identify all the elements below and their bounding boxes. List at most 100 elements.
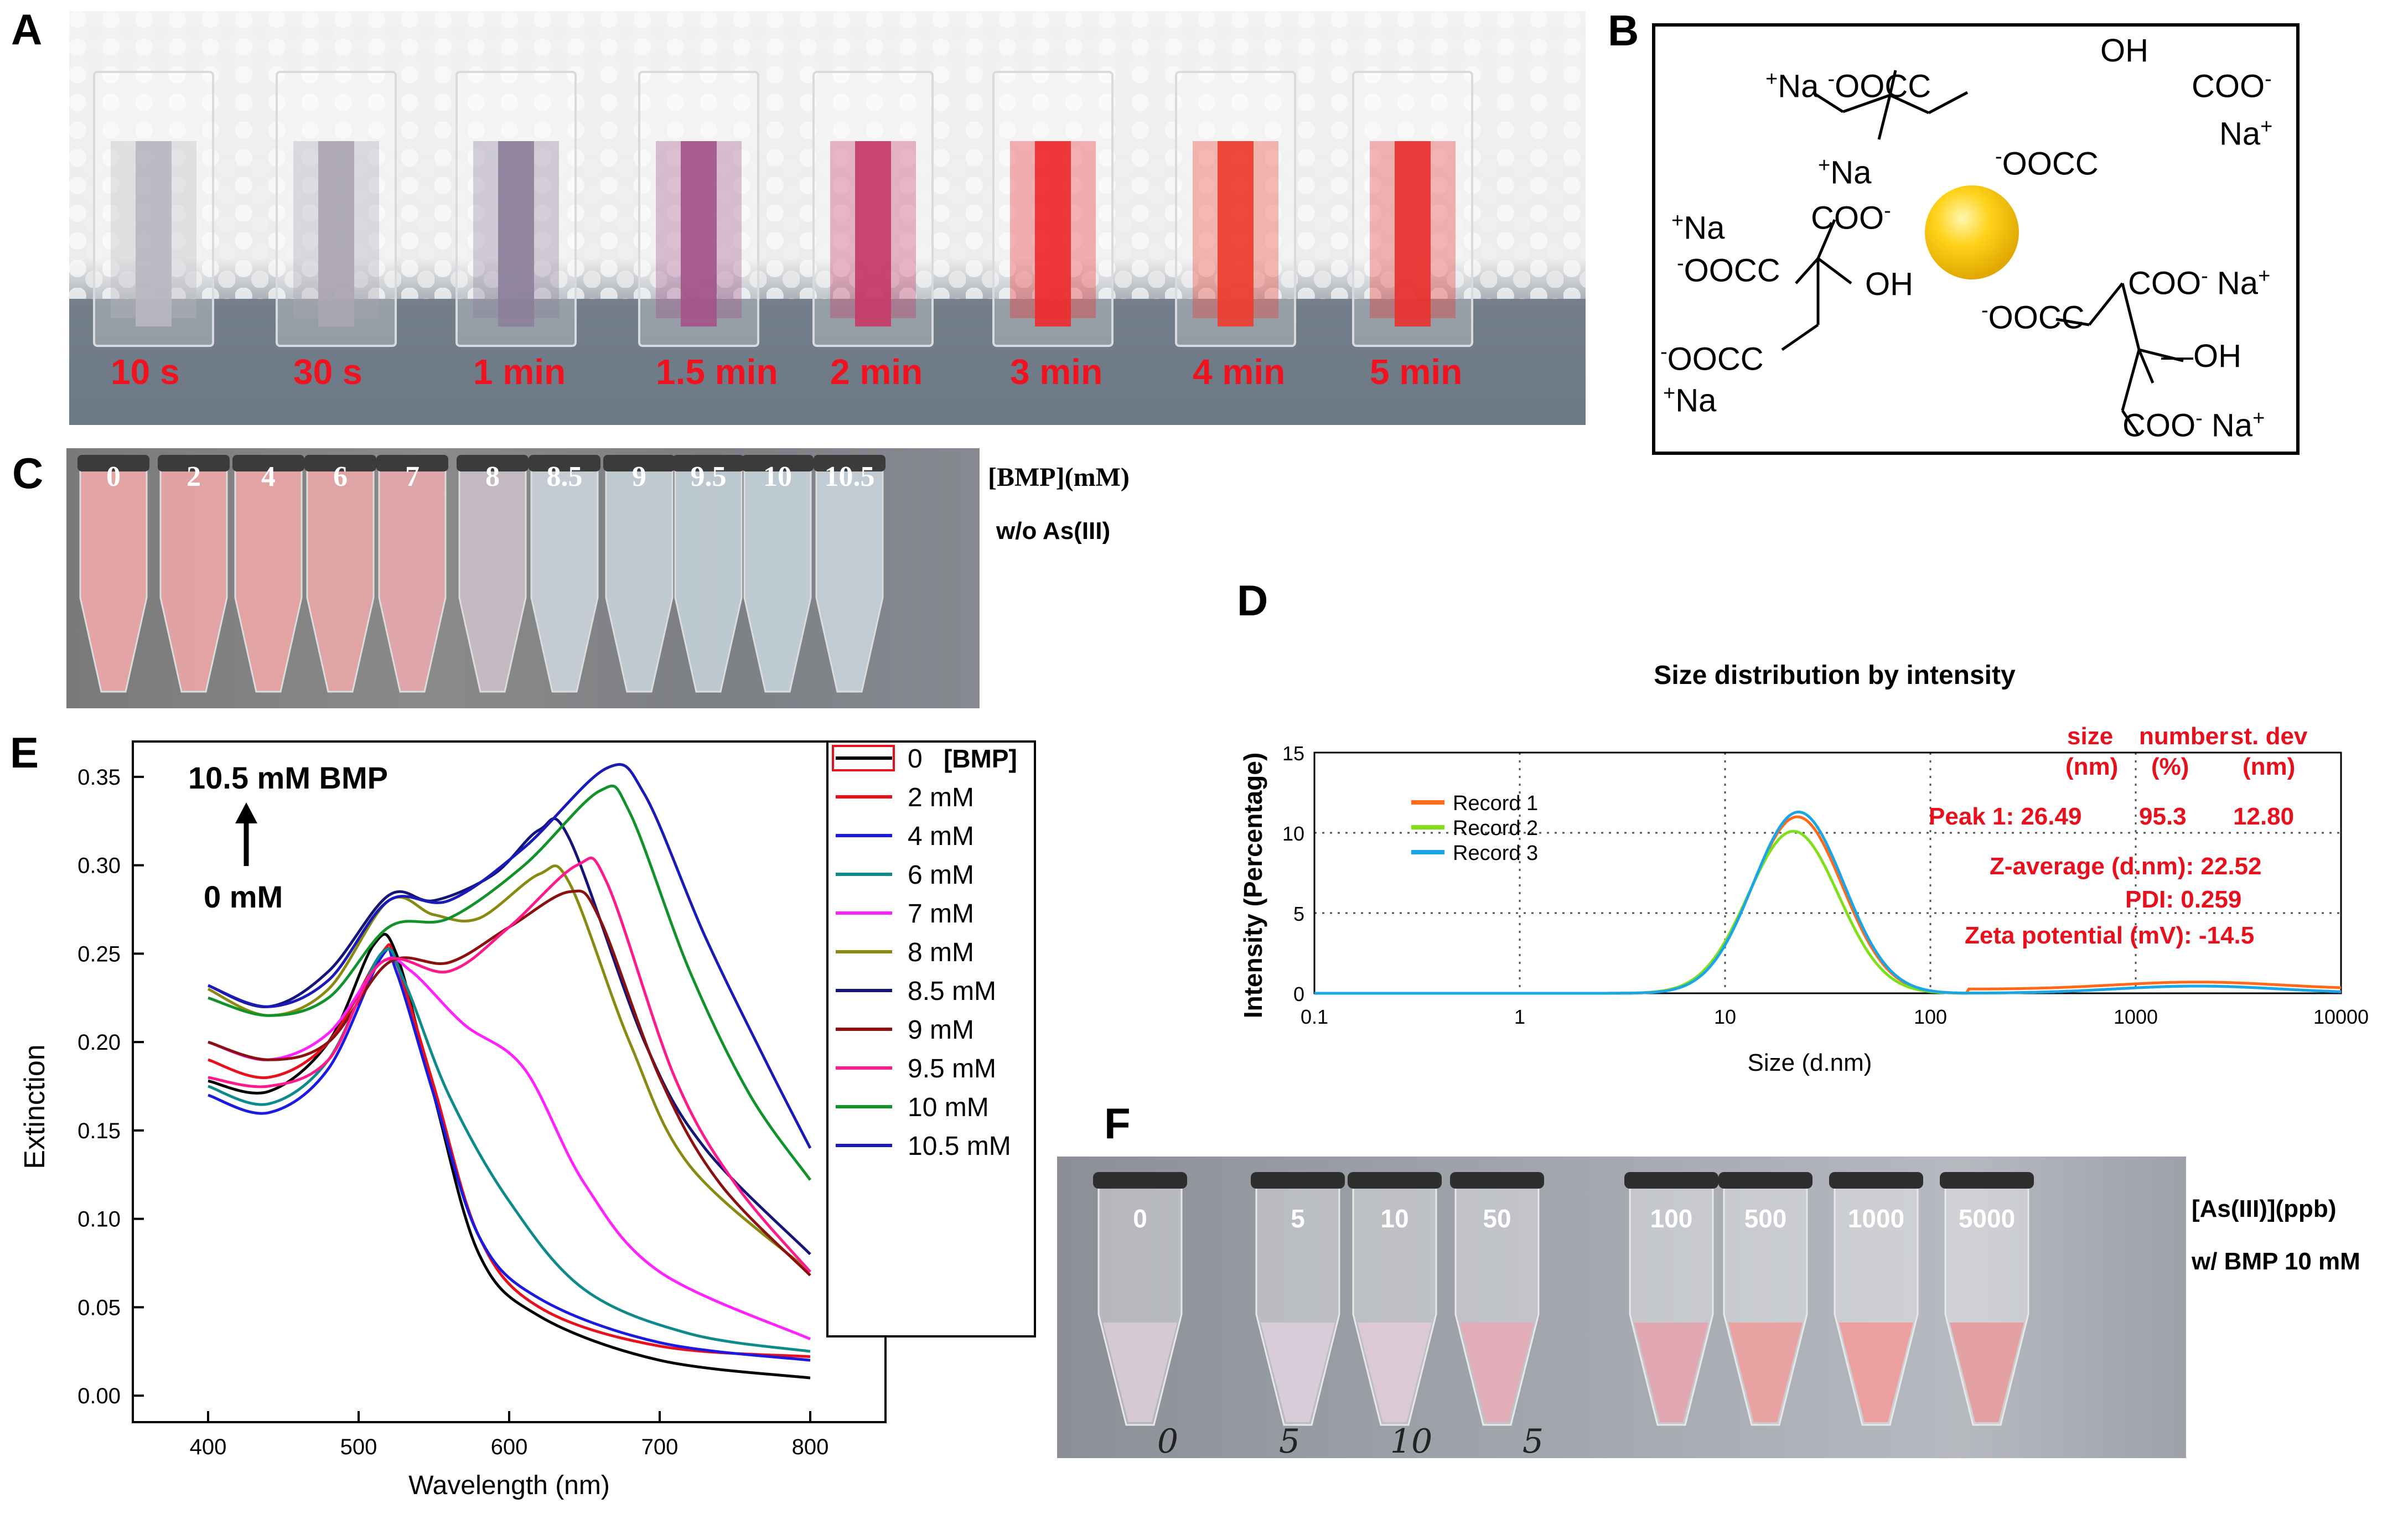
chart-e-arrow-top: 10.5 mM BMP — [188, 760, 388, 795]
chart-e-xtick: 600 — [491, 1435, 528, 1459]
tube-cap — [232, 455, 304, 471]
tube-liquid — [1728, 1323, 1803, 1422]
chart-d-ytick: 10 — [1282, 822, 1304, 845]
tube-c-label-5: 8 — [485, 461, 500, 492]
chart-d-annotation: Peak 1: 26.49 — [1929, 803, 2081, 830]
chart-d-xtick: 1000 — [2114, 1005, 2158, 1028]
cuvette-liquid — [136, 141, 172, 326]
tube-cap — [1251, 1172, 1345, 1189]
tube — [743, 464, 812, 693]
chem-left-ooc: -OOCC — [1677, 252, 1780, 289]
chem-right-coo: COO- Na+ — [2128, 265, 2271, 302]
tube-cap — [1348, 1172, 1442, 1189]
chart-e-series-9 — [208, 784, 812, 1181]
panel-c-letter: C — [12, 449, 44, 497]
chart-d-xtick: 10 — [1714, 1005, 1736, 1028]
tube-c-label-4: 7 — [405, 461, 420, 492]
panel-f-unit-label: [As(III)](ppb) — [2192, 1195, 2337, 1222]
chart-d-ytick: 5 — [1293, 903, 1304, 925]
tube-cap — [77, 455, 149, 471]
tube-liquid — [1950, 1323, 2024, 1422]
panel-d-letter: D — [1237, 576, 1268, 625]
chart-e-xtick: 800 — [792, 1435, 829, 1459]
chart-e-legend-highlight — [832, 745, 895, 771]
tube — [605, 464, 674, 693]
tube-f-label-2: 10 — [1380, 1204, 1409, 1233]
chem-left-na: +Na — [1818, 154, 1872, 191]
chart-e-ytick: 0.15 — [77, 1119, 121, 1143]
cuvette-liquid-glow — [473, 141, 559, 318]
tube-cap — [1624, 1172, 1718, 1189]
chart-e-series-8 — [208, 857, 811, 1273]
chart-e-series-5 — [207, 864, 811, 1273]
tube-c-label-6: 8.5 — [546, 461, 583, 492]
panel-a-cuvettes — [69, 11, 1586, 425]
tube-cap — [529, 455, 600, 471]
cuvette-liquid — [498, 141, 534, 326]
handwriting-0: 0 — [1157, 1422, 1179, 1461]
panel-c-photo — [66, 448, 980, 708]
cuvette-liquid — [1035, 141, 1071, 326]
chem-top-oh: OH — [2100, 33, 2148, 69]
chart-e-series-6 — [208, 817, 811, 1256]
tube — [378, 464, 447, 693]
time-label-2: 1 min — [473, 352, 566, 392]
tube-cap — [304, 455, 376, 471]
tube-f-label-3: 50 — [1483, 1204, 1511, 1233]
chart-e-ytick: 0.30 — [77, 854, 121, 878]
handwriting-1: 5 — [1278, 1422, 1301, 1461]
chart-d-annotation: (%) — [2151, 753, 2189, 780]
chart-e-ytick: 0.25 — [77, 942, 121, 966]
time-label-0: 10 s — [111, 352, 180, 392]
tube-f-label-5: 500 — [1744, 1204, 1787, 1233]
gold-nanoparticle — [1925, 185, 2019, 279]
cuvette-liquid-glow — [1010, 141, 1096, 318]
chart-e-legend-label: 0 — [908, 744, 923, 774]
tube-cap — [457, 455, 529, 471]
chart-d-annotation: Zeta potential (mV): -14.5 — [1965, 922, 2254, 949]
tube-c-label-0: 0 — [106, 461, 121, 492]
chart-e-ytick: 0.35 — [77, 765, 121, 790]
chart-d-xtick: 1 — [1514, 1005, 1525, 1028]
chart-e-legend-label: 7 mM — [908, 899, 974, 929]
handwriting-3: 5 — [1522, 1422, 1544, 1461]
chart-d-annotation: 95.3 — [2139, 803, 2187, 830]
tube-cap — [742, 455, 814, 471]
chart-d-xlabel: Size (d.nm) — [1748, 1049, 1872, 1076]
chart-d-ylabel: Intensity (Percentage) — [1239, 753, 1267, 1019]
chart-e-legend-label: 9.5 mM — [908, 1054, 996, 1083]
chart-e-xtick: 700 — [641, 1435, 679, 1459]
chart-d-annotation: Z-average (d.nm): 22.52 — [1990, 853, 2262, 880]
tube-cap — [672, 455, 744, 471]
panel-f-sub-label: w/ BMP 10 mM — [2192, 1248, 2360, 1275]
chart-d-legend-label: Record 3 — [1453, 842, 1538, 865]
tube — [458, 464, 527, 693]
chart-d-annotation: (nm) — [2243, 753, 2295, 780]
chart-e-legend-label: 8 mM — [908, 938, 974, 967]
chem-top-coo: COO- — [2192, 68, 2272, 105]
chem-right-oh: —OH — [2161, 338, 2241, 374]
chart-e-ytick: 0.00 — [77, 1384, 121, 1408]
time-label-6: 4 min — [1193, 352, 1286, 392]
chem-right-ooc: -OOCC — [1981, 299, 2085, 336]
panel-d-chart: Size distribution by intensity 0 5 10 15 0.1… — [1239, 661, 2369, 1076]
tube-f-label-7: 5000 — [1958, 1204, 2016, 1233]
chart-e-series-10 — [208, 763, 812, 1149]
panel-b-letter: B — [1608, 6, 1639, 55]
chem-left-na3: +Na — [1663, 382, 1717, 419]
chart-d-legend-label: Record 2 — [1453, 817, 1538, 840]
time-label-3: 1.5 min — [656, 352, 778, 392]
cuvette-liquid-glow — [1370, 141, 1456, 318]
chart-d-xtick: 0.1 — [1301, 1005, 1328, 1028]
chart-e-xlabel: Wavelength (nm) — [408, 1471, 610, 1500]
chart-e-arrowhead — [235, 802, 257, 823]
cuvette-liquid — [681, 141, 717, 326]
tube-liquid — [1634, 1323, 1708, 1422]
chart-e-series-7 — [208, 889, 811, 1277]
chart-e-legend-label: 10.5 mM — [908, 1132, 1011, 1161]
tube — [530, 464, 599, 693]
chart-e-ytick: 0.10 — [77, 1207, 121, 1232]
tube-c-label-9: 10 — [763, 461, 792, 492]
chem-top-na: Na+ — [2219, 115, 2273, 152]
chart-d-annotation: st. dev — [2230, 723, 2308, 750]
